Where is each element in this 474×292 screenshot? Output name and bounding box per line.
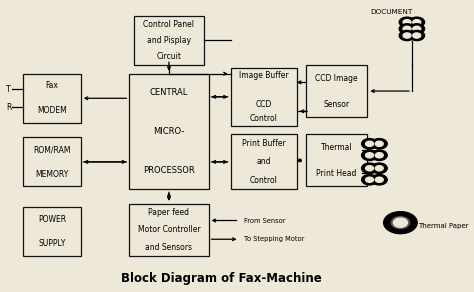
Text: Motor Controller: Motor Controller (137, 225, 200, 234)
Text: PROCESSOR: PROCESSOR (143, 166, 195, 175)
Text: Thermal: Thermal (321, 143, 352, 152)
Bar (23, 207, 81, 256)
Circle shape (362, 163, 377, 173)
Text: CCD: CCD (255, 100, 272, 109)
Text: Fax: Fax (46, 81, 58, 91)
Circle shape (399, 17, 415, 27)
Circle shape (393, 218, 408, 227)
Circle shape (365, 153, 374, 158)
Circle shape (403, 33, 411, 38)
Circle shape (403, 20, 411, 25)
Text: Control Panel: Control Panel (144, 20, 194, 29)
Circle shape (413, 20, 421, 25)
Circle shape (371, 150, 387, 161)
Text: T: T (6, 85, 10, 94)
Circle shape (409, 24, 425, 34)
Bar (306, 134, 367, 187)
Text: DOCUMENT: DOCUMENT (371, 8, 413, 15)
Circle shape (409, 17, 425, 27)
Bar (231, 134, 297, 190)
Circle shape (362, 150, 377, 161)
Circle shape (391, 217, 410, 229)
Circle shape (413, 26, 421, 32)
Circle shape (375, 153, 383, 158)
Bar (23, 74, 81, 123)
Text: Image Buffer: Image Buffer (239, 71, 289, 80)
Text: ROM/RAM: ROM/RAM (33, 145, 71, 154)
Text: To Stepping Motor: To Stepping Motor (244, 236, 304, 242)
Text: MEMORY: MEMORY (36, 170, 69, 179)
Text: From Sensor: From Sensor (244, 218, 285, 223)
Text: and: and (256, 157, 271, 166)
Circle shape (375, 177, 383, 182)
Text: CENTRAL: CENTRAL (150, 88, 188, 98)
Bar (134, 16, 204, 65)
Text: R: R (6, 102, 11, 112)
Text: Thermal Paper: Thermal Paper (418, 223, 469, 229)
Circle shape (375, 166, 383, 171)
Circle shape (365, 166, 374, 171)
Text: Sensor: Sensor (323, 100, 349, 109)
Circle shape (399, 30, 415, 41)
Bar (129, 74, 209, 190)
Text: SUPPLY: SUPPLY (38, 239, 66, 248)
Circle shape (365, 141, 374, 146)
Circle shape (371, 163, 387, 173)
Circle shape (383, 212, 417, 234)
Text: Print Buffer: Print Buffer (242, 139, 286, 148)
Text: Control: Control (250, 114, 278, 123)
Circle shape (413, 33, 421, 38)
Circle shape (403, 26, 411, 32)
Text: Circuit: Circuit (156, 52, 182, 61)
Text: CCD Image: CCD Image (315, 74, 358, 83)
Circle shape (362, 175, 377, 185)
Text: Control: Control (250, 176, 278, 185)
Circle shape (371, 175, 387, 185)
Bar (306, 65, 367, 117)
Text: Paper feed: Paper feed (148, 208, 190, 217)
Circle shape (362, 139, 377, 149)
Circle shape (399, 24, 415, 34)
Circle shape (375, 141, 383, 146)
Bar (231, 68, 297, 126)
Text: POWER: POWER (38, 215, 66, 224)
Circle shape (371, 139, 387, 149)
Text: and Pisplay: and Pisplay (147, 36, 191, 45)
Text: MICRO-: MICRO- (153, 127, 185, 136)
Bar (23, 137, 81, 187)
Text: Block Diagram of Fax-Machine: Block Diagram of Fax-Machine (121, 272, 322, 285)
Circle shape (365, 177, 374, 182)
Text: MODEM: MODEM (37, 106, 67, 115)
Bar (129, 204, 209, 256)
Circle shape (409, 30, 425, 41)
Text: and Sensors: and Sensors (146, 243, 192, 252)
Text: Print Head: Print Head (316, 169, 356, 178)
